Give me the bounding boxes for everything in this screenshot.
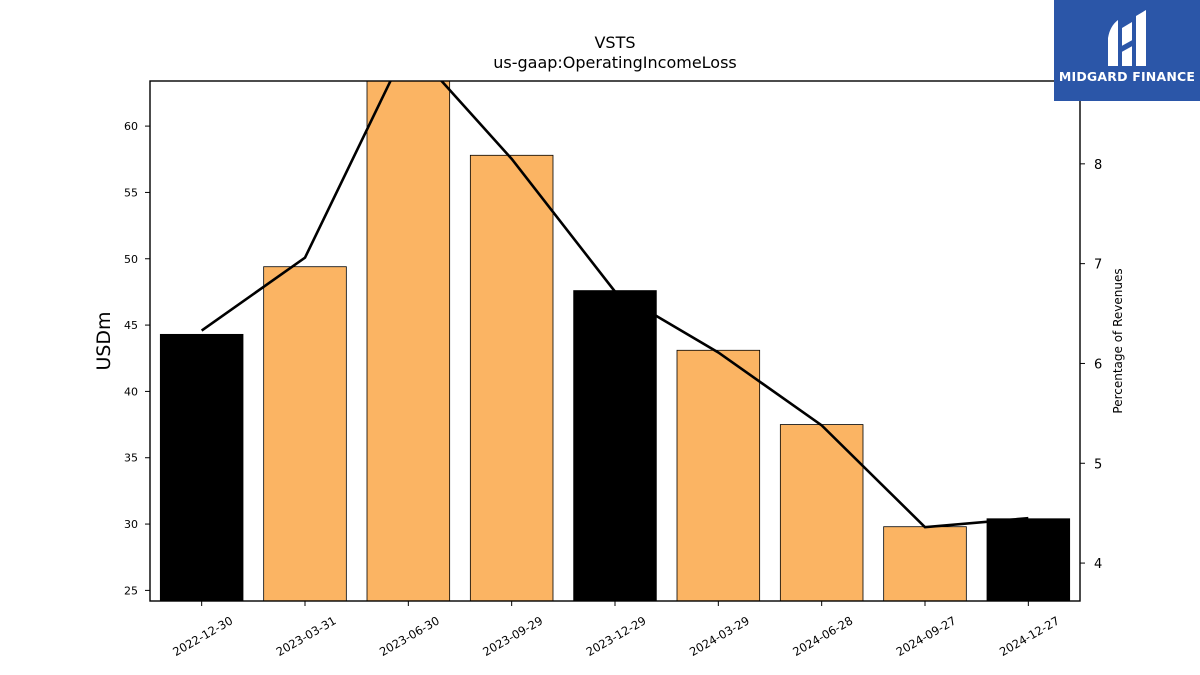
- logo-text: MIDGARD FINANCE: [1058, 69, 1196, 84]
- x-tick-label-2024-06-28: 2024-06-28: [790, 613, 855, 659]
- bar-2024-12-27: [986, 518, 1071, 601]
- y2-tick-label-4: 4: [1094, 557, 1102, 572]
- x-tick-label-2024-09-27: 2024-09-27: [894, 613, 959, 659]
- revenue-percentage-line: [200, 81, 1029, 529]
- y-tick-label-45: 45: [124, 319, 138, 332]
- bar-2023-12-29: [573, 290, 657, 601]
- chart-title: VSTS: [594, 33, 635, 52]
- bar-2023-06-30: [366, 81, 451, 601]
- y-tick-label-50: 50: [124, 253, 138, 266]
- y-axis-label: USDm: [93, 311, 115, 370]
- x-tick-label-2023-06-30: 2023-06-30: [377, 613, 442, 659]
- y-tick-label-60: 60: [124, 120, 138, 133]
- bar-2024-09-27: [883, 526, 967, 601]
- chart-subtitle: us-gaap:OperatingIncomeLoss: [493, 53, 737, 72]
- y-tick-label-40: 40: [124, 385, 138, 398]
- bar-2023-09-29: [469, 154, 554, 601]
- y2-tick-label-6: 6: [1094, 357, 1102, 372]
- bar-2024-03-29: [676, 349, 761, 601]
- x-tick-label-2024-12-27: 2024-12-27: [997, 613, 1062, 659]
- logo-mark-icon: [1108, 10, 1146, 66]
- x-tick-label-2023-03-31: 2023-03-31: [274, 613, 339, 659]
- x-tick-label-2023-12-29: 2023-12-29: [584, 613, 649, 659]
- y-tick-label-55: 55: [124, 186, 138, 199]
- brand-logo: MIDGARD FINANCE: [1054, 0, 1200, 101]
- y-tick-label-35: 35: [124, 452, 138, 465]
- x-tick-label-2023-09-29: 2023-09-29: [480, 613, 545, 659]
- y2-tick-label-7: 7: [1094, 258, 1102, 273]
- y2-tick-label-8: 8: [1094, 158, 1102, 173]
- y-tick-label-25: 25: [124, 584, 138, 597]
- y2-tick-label-5: 5: [1094, 457, 1102, 472]
- x-tick-label-2022-12-30: 2022-12-30: [170, 613, 235, 659]
- bar-2023-03-31: [263, 266, 347, 601]
- y-tick-label-30: 30: [124, 518, 138, 531]
- bar-2022-12-30: [159, 333, 244, 601]
- bar-2024-06-28: [779, 424, 864, 601]
- y2-axis-label: Percentage of Revenues: [1111, 268, 1125, 413]
- x-tick-label-2024-03-29: 2024-03-29: [687, 613, 752, 659]
